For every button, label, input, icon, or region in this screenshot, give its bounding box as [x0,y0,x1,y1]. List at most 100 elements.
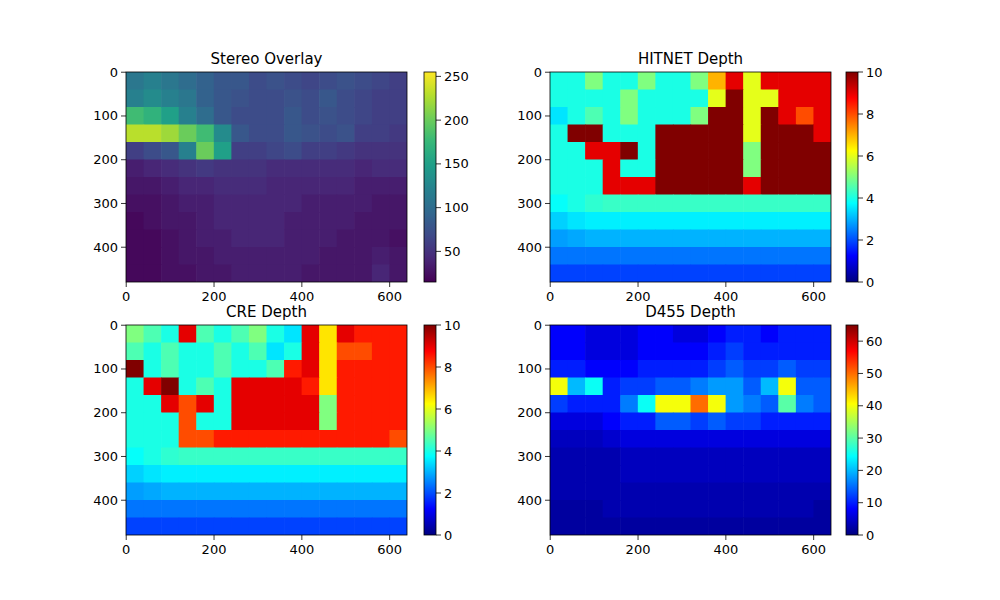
x-tick-label: 400 [289,542,314,557]
cell [249,142,267,160]
cell [179,230,197,248]
y-tick [121,412,126,413]
cell [231,378,249,396]
cell [179,518,197,536]
y-tick [545,368,550,369]
cell [761,448,779,466]
x-tick-label: 600 [801,542,826,557]
cell [161,160,179,178]
colorbar-tick [436,493,441,494]
cell [568,360,586,378]
cell [761,90,779,108]
cell [550,142,568,160]
colorbar [424,325,436,535]
cell [568,325,586,343]
cell [354,247,372,265]
cell [389,325,407,343]
cell [603,160,621,178]
cell [161,90,179,108]
cell [726,265,744,283]
cell [302,142,320,160]
colorbar-tick [436,535,441,536]
cell [126,325,144,343]
cell [196,230,214,248]
cell [337,195,355,213]
cell [249,343,267,361]
cell [196,125,214,143]
cell [249,483,267,501]
cell [284,378,302,396]
cell [603,360,621,378]
cell [691,90,709,108]
cell [319,72,337,90]
x-tick [550,535,551,540]
cell [813,247,831,265]
cell [638,230,656,248]
cell [372,483,390,501]
cell [354,177,372,195]
cell [249,430,267,448]
cell [267,107,285,125]
colorbar-tick-label: 0 [444,528,452,543]
cell [161,413,179,431]
cell [796,212,814,230]
colorbar-tick [858,502,863,503]
cell [585,518,603,536]
cell [813,518,831,536]
cell [550,230,568,248]
cell [568,107,586,125]
cell [354,325,372,343]
cell [603,247,621,265]
cell [337,230,355,248]
cell [214,142,232,160]
cell [196,247,214,265]
cell [726,247,744,265]
cell [284,430,302,448]
cell [302,483,320,501]
cell [708,72,726,90]
cell [161,448,179,466]
cell [813,483,831,501]
cell [603,343,621,361]
cell [691,343,709,361]
colorbar-tick [436,163,441,164]
cell [673,343,691,361]
cell [708,160,726,178]
colorbar-tick [858,535,863,536]
cell [179,465,197,483]
cell [743,160,761,178]
cell [620,72,638,90]
cell [813,212,831,230]
cell [585,212,603,230]
cell [284,160,302,178]
cell [354,107,372,125]
cell [196,448,214,466]
cell [778,430,796,448]
cell [354,413,372,431]
cell [638,72,656,90]
cell [568,230,586,248]
x-tick [126,282,127,287]
cell [743,107,761,125]
cell [214,518,232,536]
cell [761,325,779,343]
cell [249,107,267,125]
cell [231,395,249,413]
cell [708,343,726,361]
cell [603,72,621,90]
y-tick [545,72,550,73]
cell [550,483,568,501]
cell [568,500,586,518]
cell [603,212,621,230]
cell [214,413,232,431]
cell [144,125,162,143]
cell [196,195,214,213]
cell [813,125,831,143]
cell [708,230,726,248]
cell [179,247,197,265]
cell [337,212,355,230]
y-tick-label: 100 [517,361,542,376]
cell [796,413,814,431]
cell [813,195,831,213]
cell [354,90,372,108]
